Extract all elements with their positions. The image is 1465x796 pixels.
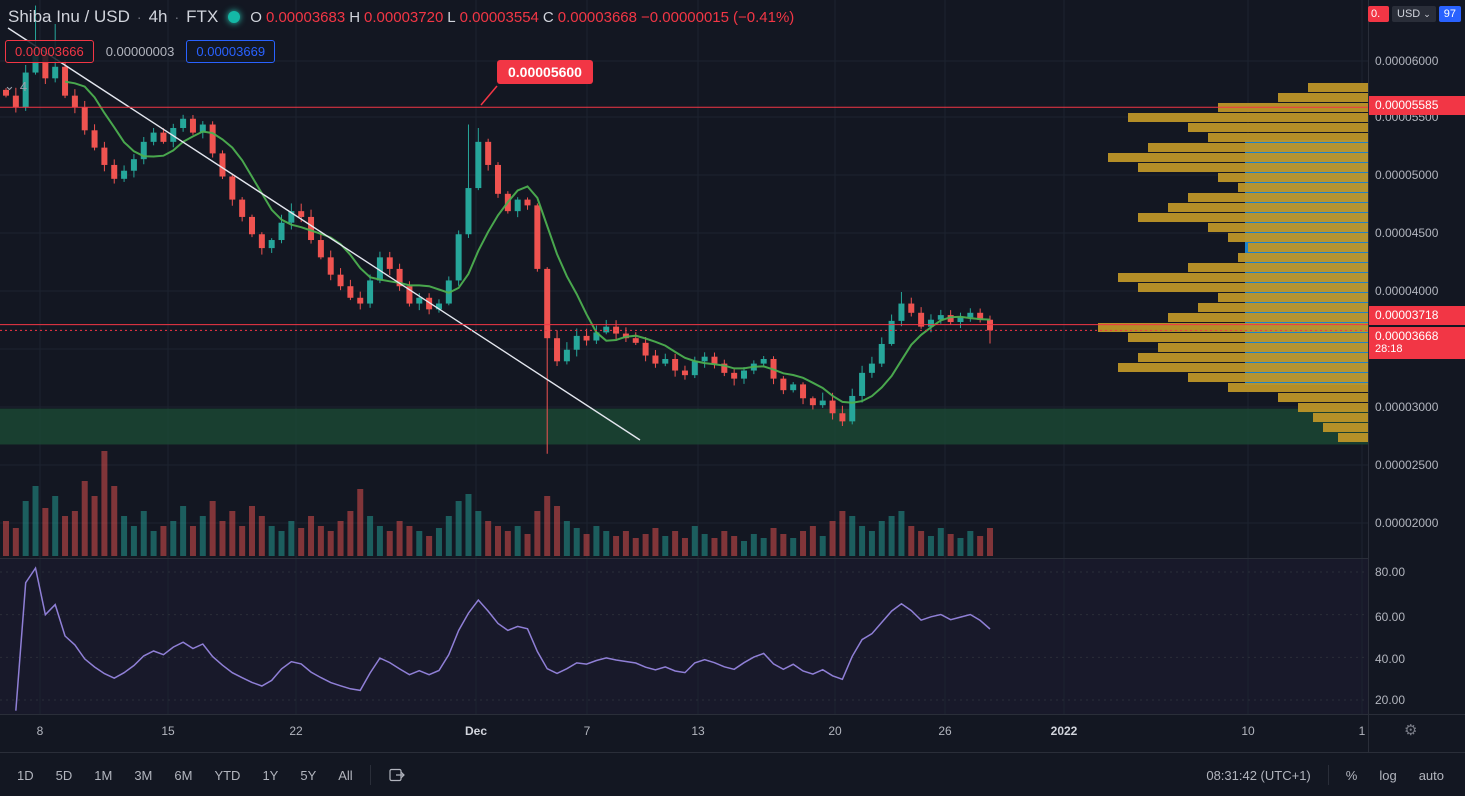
exchange-label: FTX (186, 7, 219, 26)
price-axis-label: 20.00 (1375, 693, 1406, 707)
main-chart-pane[interactable]: Shiba Inu / USD · 4h · FTX O 0.00003683 … (0, 0, 1368, 558)
price-axis-label: 0.00002000 (1375, 516, 1439, 530)
time-axis-label: 10 (1241, 724, 1255, 738)
last-price-chip: 0.00003668 28:18 (1368, 327, 1465, 359)
alert-price-label-blue[interactable]: 0.00003669 (186, 40, 276, 63)
range-5d-button[interactable]: 5D (55, 767, 73, 783)
range-1m-button[interactable]: 1M (94, 767, 113, 783)
time-axis-label: 8 (36, 724, 44, 738)
axis-blue-chip: 97 (1438, 6, 1462, 22)
price-axis-label: 0.00004000 (1375, 284, 1439, 298)
open-label: O (250, 8, 262, 26)
time-axis-label: 26 (938, 724, 952, 738)
price-line-chip: 0.00003718 (1368, 306, 1465, 325)
symbol-name[interactable]: Shiba Inu / USD (8, 7, 130, 26)
chevron-down-icon[interactable]: ⌄ (4, 78, 15, 93)
rsi-pane[interactable] (0, 558, 1368, 715)
spread-value: 0.00000003 (105, 44, 175, 59)
axis-divider (1368, 0, 1369, 752)
toolbar-divider (1327, 765, 1329, 785)
time-axis[interactable]: ⚙ 8 15 22 Dec 7 13 20 26 2022 10 1 (0, 714, 1465, 753)
price-label-row: 0.00003666 0.00000003 0.00003669 (5, 40, 276, 63)
price-axis-label: 0.00003000 (1375, 400, 1439, 414)
range-1y-button[interactable]: 1Y (262, 767, 279, 783)
log-scale-button[interactable]: log (1379, 767, 1397, 783)
percent-scale-button[interactable]: % (1345, 767, 1358, 783)
go-to-date-button[interactable] (377, 765, 417, 785)
clock-readout[interactable]: 08:31:42 (UTC+1) (1206, 767, 1311, 783)
close-value: 0.00003668 (557, 8, 637, 26)
price-axis[interactable]: 0. USD ⌄ 97 0.00006000 0.00005500 0.000050… (1368, 0, 1465, 714)
open-value: 0.00003683 (265, 8, 346, 26)
legend-separator: · (136, 9, 142, 25)
symbol-legend[interactable]: Shiba Inu / USD · 4h · FTX O 0.00003683 … (8, 7, 794, 27)
exchange-logo-icon (228, 11, 241, 23)
auto-scale-button[interactable]: auto (1418, 767, 1444, 783)
range-3m-button[interactable]: 3M (134, 767, 153, 783)
high-value: 0.00003720 (364, 8, 444, 26)
high-label: H (349, 8, 361, 26)
price-axis-label: 40.00 (1375, 652, 1406, 666)
toolbar-right: 08:31:42 (UTC+1) % log auto (1195, 764, 1455, 787)
low-label: L (447, 8, 456, 26)
change-value: −0.00000015 (640, 8, 729, 26)
alert-price-label-red[interactable]: 0.00003666 (5, 40, 94, 63)
interval-label[interactable]: 4h (148, 7, 168, 26)
legend-separator: · (174, 9, 180, 25)
range-5y-button[interactable]: 5Y (300, 767, 317, 783)
currency-label: USD (1397, 8, 1421, 20)
range-6m-button[interactable]: 6M (174, 767, 193, 783)
time-axis-label: Dec (464, 724, 488, 738)
price-axis-label: 0.00005000 (1375, 168, 1439, 182)
time-axis-label: 1 (1358, 724, 1366, 738)
time-axis-label: 7 (583, 724, 591, 738)
hidden-indicator-count: 4 (19, 78, 28, 94)
rsi-canvas[interactable] (0, 559, 1368, 714)
clipped-price-chip: 0. (1368, 6, 1389, 22)
range-ytd-button[interactable]: YTD (214, 767, 241, 783)
price-axis-label: 80.00 (1375, 565, 1406, 579)
price-axis-label: 0.00002500 (1375, 458, 1439, 472)
price-axis-label: 0.00004500 (1375, 226, 1439, 240)
currency-selector[interactable]: USD ⌄ (1392, 6, 1436, 22)
time-axis-label: 22 (289, 724, 303, 738)
ohlc-readout: O 0.00003683 H 0.00003720 L 0.00003554 C… (250, 9, 794, 26)
price-chart-canvas[interactable] (0, 0, 1368, 558)
indicator-collapse-control[interactable]: ⌄ 4 (4, 78, 27, 94)
close-label: C (542, 8, 554, 26)
price-axis-label: 0.00006000 (1375, 54, 1439, 68)
time-axis-label: 13 (691, 724, 705, 738)
bottom-toolbar: 1D 5D 1M 3M 6M YTD 1Y 5Y All 08:31:42 (U… (0, 752, 1465, 796)
toolbar-divider (369, 765, 371, 785)
axis-header-chips: 0. USD ⌄ 97 (1368, 6, 1465, 22)
time-axis-label: 20 (828, 724, 842, 738)
range-1d-button[interactable]: 1D (17, 767, 34, 783)
time-axis-label: 15 (161, 724, 175, 738)
range-buttons: 1D 5D 1M 3M 6M YTD 1Y 5Y All (6, 764, 417, 787)
low-value: 0.00003554 (459, 8, 539, 26)
change-percent: (−0.41%) (733, 8, 795, 26)
chevron-down-icon: ⌄ (1423, 8, 1431, 19)
go-to-date-icon (389, 768, 405, 782)
gear-icon[interactable]: ⚙ (1404, 722, 1418, 739)
price-line-chip: 0.00005585 (1368, 96, 1465, 115)
time-axis-label: 2022 (1050, 724, 1078, 738)
price-axis-label: 60.00 (1375, 610, 1406, 624)
range-all-button[interactable]: All (338, 767, 353, 783)
price-callout-label[interactable]: 0.00005600 (497, 60, 593, 84)
